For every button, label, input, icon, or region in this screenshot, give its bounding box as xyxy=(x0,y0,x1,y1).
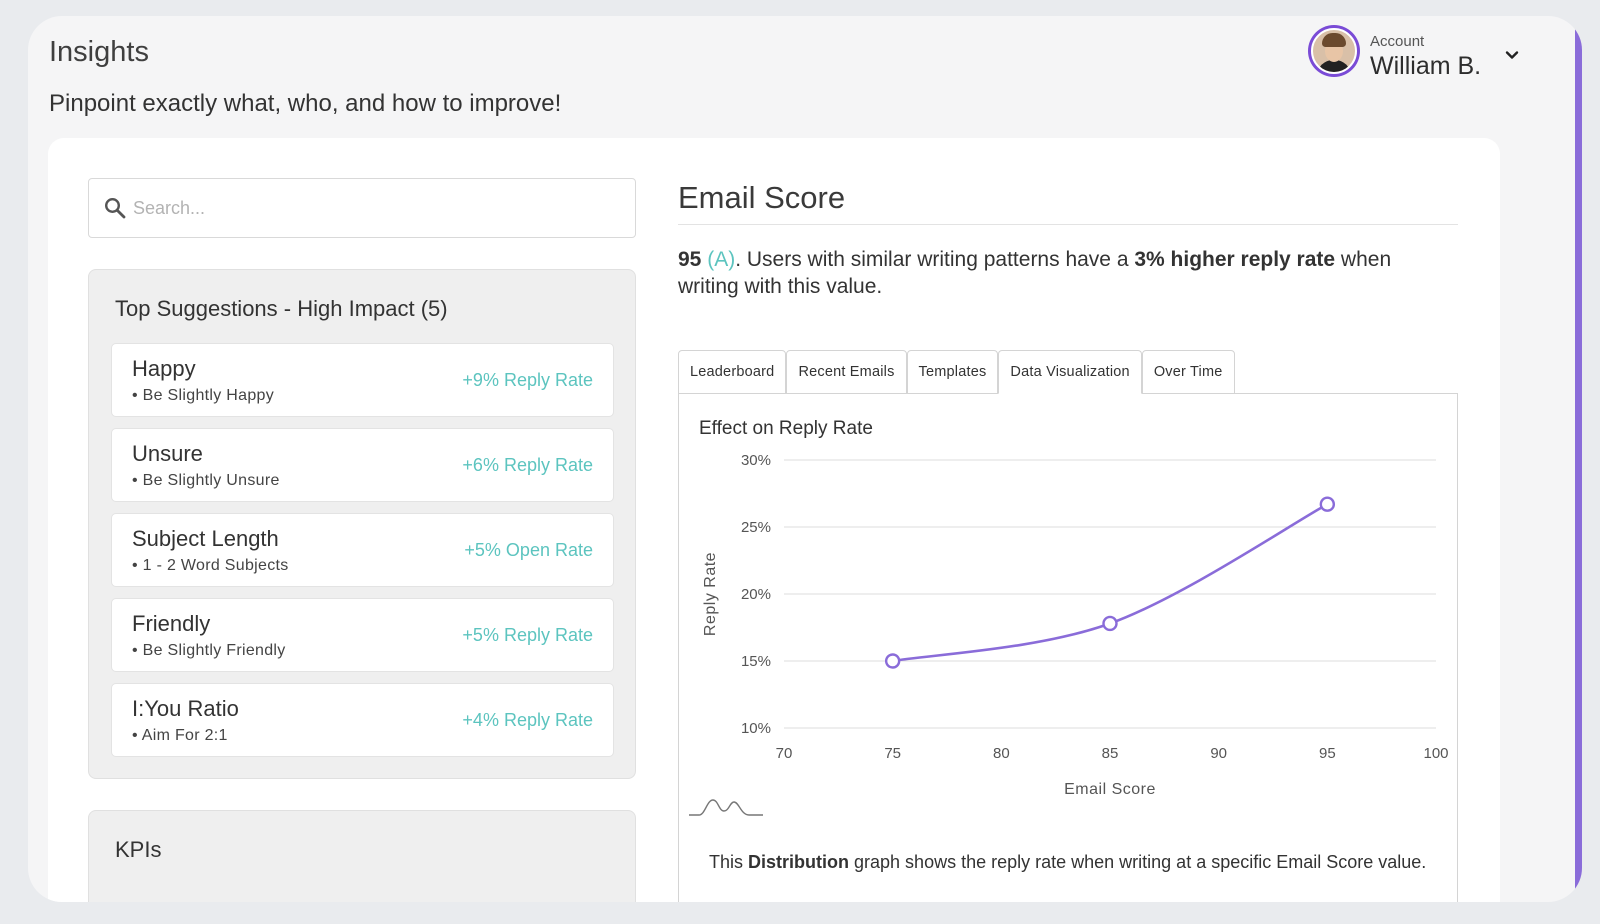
suggestion-detail: • Be Slightly Friendly xyxy=(132,642,286,659)
tab-bar: Leaderboard Recent Emails Templates Data… xyxy=(678,350,1235,394)
suggestion-item[interactable]: I:You Ratio • Aim For 2:1 +4% Reply Rate xyxy=(111,683,614,757)
chart-title: Effect on Reply Rate xyxy=(699,418,873,439)
data-point[interactable] xyxy=(1319,496,1336,512)
y-tick-label: 20% xyxy=(741,586,771,603)
suggestion-item[interactable]: Subject Length • 1 - 2 Word Subjects +5%… xyxy=(111,513,614,587)
x-tick-label: 80 xyxy=(993,745,1010,762)
data-point[interactable] xyxy=(884,653,901,669)
suggestion-name: Unsure xyxy=(132,441,203,466)
kpis-title: KPIs xyxy=(115,837,162,862)
suggestion-detail: • Aim For 2:1 xyxy=(132,727,228,744)
avatar[interactable] xyxy=(1308,25,1360,77)
x-tick-label: 85 xyxy=(1102,745,1119,762)
caption-bold: Distribution xyxy=(748,852,850,872)
score-summary: 95 (A). Users with similar writing patte… xyxy=(678,246,1438,300)
x-tick-label: 70 xyxy=(776,745,793,762)
x-tick-label: 90 xyxy=(1210,745,1227,762)
suggestion-impact: +4% Reply Rate xyxy=(462,710,593,730)
account-name: William B. xyxy=(1370,52,1482,80)
account-label: Account xyxy=(1370,33,1425,50)
app-window: Insights Pinpoint exactly what, who, and… xyxy=(28,16,1582,902)
tab-templates[interactable]: Templates xyxy=(906,350,999,394)
suggestion-item[interactable]: Friendly • Be Slightly Friendly +5% Repl… xyxy=(111,598,614,672)
data-visualization-panel: Effect on Reply Rate 30% 25% 20% 15% 10% 70 7… xyxy=(678,393,1458,902)
data-point[interactable] xyxy=(1102,615,1118,632)
account-menu[interactable]: Account William B. xyxy=(1308,25,1538,81)
suggestion-name: Happy xyxy=(132,356,196,381)
suggestions-panel: Top Suggestions - High Impact (5) Happy … xyxy=(88,269,636,779)
y-tick-label: 30% xyxy=(741,452,771,469)
caption-after: graph shows the reply rate when writing … xyxy=(849,852,1427,872)
chevron-down-icon[interactable] xyxy=(1504,47,1520,63)
suggestion-name: I:You Ratio xyxy=(132,696,239,721)
suggestion-name: Friendly xyxy=(132,611,211,636)
y-tick-label: 25% xyxy=(741,519,771,536)
reply-rate-chart: Effect on Reply Rate 30% 25% 20% 15% 10% 70 7… xyxy=(699,418,1449,798)
tab-recent-emails[interactable]: Recent Emails xyxy=(786,350,907,394)
score-text-before: . Users with similar writing patterns ha… xyxy=(735,248,1135,271)
series-line xyxy=(892,503,1328,663)
tab-data-visualization[interactable]: Data Visualization xyxy=(998,350,1142,394)
chart-caption: This Distribution graph shows the reply … xyxy=(709,852,1426,873)
suggestions-list: Happy • Be Slightly Happy +9% Reply Rate… xyxy=(111,343,614,768)
search-icon xyxy=(104,197,126,219)
tab-over-time[interactable]: Over Time xyxy=(1141,350,1235,394)
y-axis-label: Reply Rate xyxy=(702,552,719,636)
suggestion-impact: +5% Reply Rate xyxy=(462,625,593,645)
caption-before: This xyxy=(709,852,749,872)
search-input[interactable] xyxy=(133,191,613,225)
suggestion-impact: +9% Reply Rate xyxy=(462,370,593,390)
score-text-after: when writing with this value. xyxy=(678,248,1392,298)
x-tick-label: 75 xyxy=(884,745,901,762)
score-grade: (A) xyxy=(707,248,736,271)
suggestion-detail: • 1 - 2 Word Subjects xyxy=(132,557,289,574)
x-tick-label: 100 xyxy=(1423,745,1448,762)
search-box xyxy=(88,178,636,238)
x-tick-label: 95 xyxy=(1319,745,1336,762)
kpis-panel: KPIs xyxy=(88,810,636,902)
insights-card: Top Suggestions - High Impact (5) Happy … xyxy=(48,138,1500,902)
suggestion-item[interactable]: Happy • Be Slightly Happy +9% Reply Rate xyxy=(111,343,614,417)
suggestion-name: Subject Length xyxy=(132,526,279,551)
x-axis-label: Email Score xyxy=(1064,781,1156,798)
suggestion-detail: • Be Slightly Unsure xyxy=(132,472,280,489)
accent-edge xyxy=(1575,16,1582,902)
divider xyxy=(678,224,1458,225)
email-score-title: Email Score xyxy=(678,180,846,215)
suggestion-detail: • Be Slightly Happy xyxy=(132,387,275,404)
y-tick-label: 10% xyxy=(741,720,771,737)
page-subtitle: Pinpoint exactly what, who, and how to i… xyxy=(49,90,562,117)
score-highlight: 3% higher reply rate xyxy=(1134,248,1336,271)
suggestion-item[interactable]: Unsure • Be Slightly Unsure +6% Reply Ra… xyxy=(111,428,614,502)
page-title: Insights xyxy=(49,36,149,68)
suggestion-impact: +5% Open Rate xyxy=(464,540,593,560)
tab-leaderboard[interactable]: Leaderboard xyxy=(678,350,787,394)
score-value: 95 xyxy=(678,248,702,271)
y-tick-label: 15% xyxy=(741,653,771,670)
suggestion-impact: +6% Reply Rate xyxy=(462,455,593,475)
suggestions-title: Top Suggestions - High Impact (5) xyxy=(115,296,448,321)
distribution-icon xyxy=(689,799,763,816)
